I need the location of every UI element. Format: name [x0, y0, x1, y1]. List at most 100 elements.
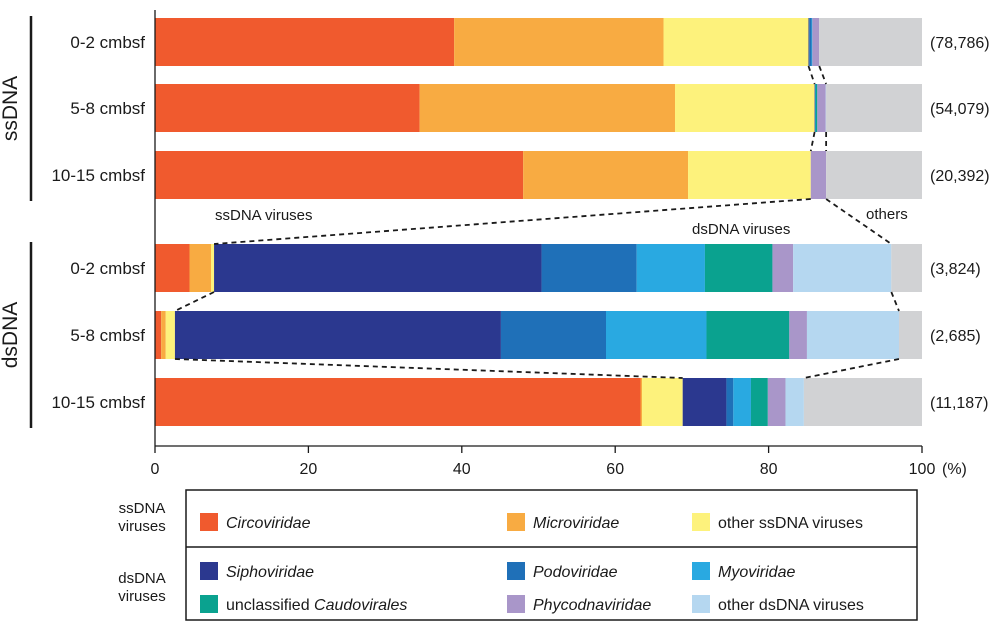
legend-label-italic-text: Podoviridae [533, 564, 618, 581]
bar-segment-ssdna-10-15-cmbsf-others [826, 151, 922, 199]
legend-header-ssdna-viruses-0: ssDNA [119, 500, 166, 517]
connector-ds-1-2-b [803, 358, 900, 379]
connector-ss-0-1-b [818, 65, 827, 85]
connector-ds-0-1-b [890, 291, 900, 312]
connector-lines [174, 65, 900, 379]
row-count-ssdna-0-2-cmbsf: (78,786) [930, 35, 990, 52]
legend-label-text: other dsDNA viruses [718, 597, 864, 614]
connector-ss-ds-a [213, 198, 811, 245]
bar-segment-ssdna-10-15-cmbsf-microviridae [523, 151, 689, 199]
legend-label-podoviridae: Podoviridae [533, 564, 618, 581]
connector-ds-1-2-a [174, 358, 683, 379]
bar-segment-ssdna-5-8-cmbsf-podoviridae [815, 84, 816, 132]
x-tick-label-40: 40 [453, 461, 471, 478]
bar-segment-ssdna-0-2-cmbsf-other-ssdna-viruses [663, 18, 809, 66]
bar-segment-ssdna-0-2-cmbsf-siphoviridae [808, 18, 810, 66]
row-label-ssdna-0-2-cmbsf: 0-2 cmbsf [70, 33, 145, 52]
legend-label-text: other ssDNA viruses [718, 515, 863, 532]
bar-segment-ssdna-5-8-cmbsf-siphoviridae [814, 84, 816, 132]
legend-swatch-myoviridae [692, 562, 710, 580]
legend-header-ssdna-viruses-1: viruses [118, 518, 166, 535]
connector-ss-1-2-a [809, 131, 816, 152]
legend-swatch-siphoviridae [200, 562, 218, 580]
group-label-dsdna: dsDNA [0, 302, 22, 369]
group-label-ssdna: ssDNA [0, 76, 22, 141]
bar-segment-ssdna-0-2-cmbsf-podoviridae [809, 18, 812, 66]
connector-ds-0-1-a [174, 291, 215, 312]
bar-segment-dsdna-10-15-cmbsf-myoviridae [733, 378, 751, 426]
bar-segment-ssdna-5-8-cmbsf-myoviridae [815, 84, 816, 132]
bar-segment-ssdna-5-8-cmbsf-others [826, 84, 922, 132]
row-count-ssdna-5-8-cmbsf: (54,079) [930, 101, 990, 118]
legend-swatch-podoviridae [507, 562, 525, 580]
bar-segment-dsdna-5-8-cmbsf-siphoviridae [174, 311, 501, 359]
bar-segment-dsdna-5-8-cmbsf-circoviridae [155, 311, 162, 359]
bars-layer [155, 18, 922, 426]
bar-segment-ssdna-5-8-cmbsf-other-dsdna-viruses [825, 84, 827, 132]
legend-swatch-other-dsdna-viruses [692, 595, 710, 613]
bar-segment-dsdna-5-8-cmbsf-podoviridae [500, 311, 606, 359]
x-tick-label-80: 80 [760, 461, 778, 478]
annotations: ssDNA viruses dsDNA viruses others [215, 206, 908, 238]
annotation-ssdna-viruses: ssDNA viruses [215, 207, 313, 224]
bar-segment-ssdna-0-2-cmbsf-myoviridae [811, 18, 813, 66]
row-count-ssdna-10-15-cmbsf: (20,392) [930, 168, 990, 185]
connector-ss-0-1-a [807, 65, 816, 85]
bar-segment-ssdna-10-15-cmbsf-circoviridae [155, 151, 524, 199]
bar-segment-ssdna-5-8-cmbsf-phycodnaviridae [817, 84, 826, 132]
row-count-dsdna-10-15-cmbsf: (11,187) [930, 395, 988, 412]
bar-segment-ssdna-10-15-cmbsf-other-ssdna-viruses [688, 151, 811, 199]
x-tick-label-60: 60 [606, 461, 624, 478]
row-label-ssdna-10-15-cmbsf: 10-15 cmbsf [51, 166, 145, 185]
bar-segment-ssdna-5-8-cmbsf-unclassified-caudovirales [815, 84, 818, 132]
bar-segment-dsdna-10-15-cmbsf-microviridae [640, 378, 643, 426]
bar-segment-dsdna-10-15-cmbsf-phycodnaviridae [767, 378, 786, 426]
bar-segment-ssdna-5-8-cmbsf-other-ssdna-viruses [675, 84, 815, 132]
bar-segment-dsdna-0-2-cmbsf-siphoviridae [214, 244, 542, 292]
bar-segment-dsdna-5-8-cmbsf-myoviridae [605, 311, 707, 359]
legend-header-dsdna-viruses-0: dsDNA [118, 570, 166, 587]
annotation-others: others [866, 206, 908, 223]
legend-label-italic-text: Siphoviridae [226, 564, 314, 581]
bar-segment-dsdna-10-15-cmbsf-siphoviridae [682, 378, 727, 426]
bar-segment-dsdna-0-2-cmbsf-phycodnaviridae [772, 244, 794, 292]
legend-label-text: unclassified [226, 597, 314, 614]
x-tick-label-20: 20 [300, 461, 318, 478]
bar-segment-ssdna-10-15-cmbsf-phycodnaviridae [810, 151, 827, 199]
row-label-dsdna-10-15-cmbsf: 10-15 cmbsf [51, 393, 145, 412]
bar-segment-dsdna-0-2-cmbsf-myoviridae [636, 244, 705, 292]
bar-segment-dsdna-0-2-cmbsf-circoviridae [155, 244, 190, 292]
bar-segment-dsdna-0-2-cmbsf-other-ssdna-viruses [210, 244, 215, 292]
bar-segment-dsdna-10-15-cmbsf-circoviridae [155, 378, 641, 426]
bar-segment-dsdna-10-15-cmbsf-unclassified-caudovirales [750, 378, 768, 426]
bar-segment-dsdna-5-8-cmbsf-other-ssdna-viruses [165, 311, 175, 359]
bar-segment-dsdna-5-8-cmbsf-unclassified-caudovirales [706, 311, 790, 359]
legend-label-italic-text: Phycodnaviridae [533, 597, 651, 614]
bar-segment-dsdna-10-15-cmbsf-other-ssdna-viruses [642, 378, 683, 426]
legend-label-unclassified-caudovirales: unclassified Caudovirales [226, 597, 407, 614]
bar-segment-dsdna-0-2-cmbsf-podoviridae [541, 244, 637, 292]
bar-segment-ssdna-0-2-cmbsf-others [819, 18, 922, 66]
bar-segment-dsdna-0-2-cmbsf-microviridae [189, 244, 211, 292]
legend-swatch-unclassified-caudovirales [200, 595, 218, 613]
x-tick-label-0: 0 [151, 461, 160, 478]
legend-swatch-phycodnaviridae [507, 595, 525, 613]
x-axis: 0 20 40 60 80 100 (%) [151, 10, 967, 478]
legend-label-microviridae: Microviridae [533, 515, 619, 532]
x-axis-unit: (%) [942, 461, 967, 478]
bar-segment-dsdna-5-8-cmbsf-microviridae [161, 311, 166, 359]
legend-swatch-other-ssdna-viruses [692, 513, 710, 531]
legend-label-italic-text: Circoviridae [226, 515, 311, 532]
legend-label-italic-text: Caudovirales [314, 597, 407, 614]
bar-segment-dsdna-0-2-cmbsf-other-dsdna-viruses [793, 244, 892, 292]
row-label-dsdna-0-2-cmbsf: 0-2 cmbsf [70, 259, 145, 278]
legend-swatch-circoviridae [200, 513, 218, 531]
legend-header-dsdna-viruses-1: viruses [118, 588, 166, 605]
annotation-dsdna-viruses: dsDNA viruses [692, 221, 790, 238]
legend-label-siphoviridae: Siphoviridae [226, 564, 314, 581]
bar-segment-ssdna-0-2-cmbsf-circoviridae [155, 18, 455, 66]
bar-segment-dsdna-5-8-cmbsf-other-dsdna-viruses [806, 311, 899, 359]
row-count-dsdna-5-8-cmbsf: (2,685) [930, 328, 981, 345]
legend-label-other-ssdna-viruses: other ssDNA viruses [718, 515, 863, 532]
